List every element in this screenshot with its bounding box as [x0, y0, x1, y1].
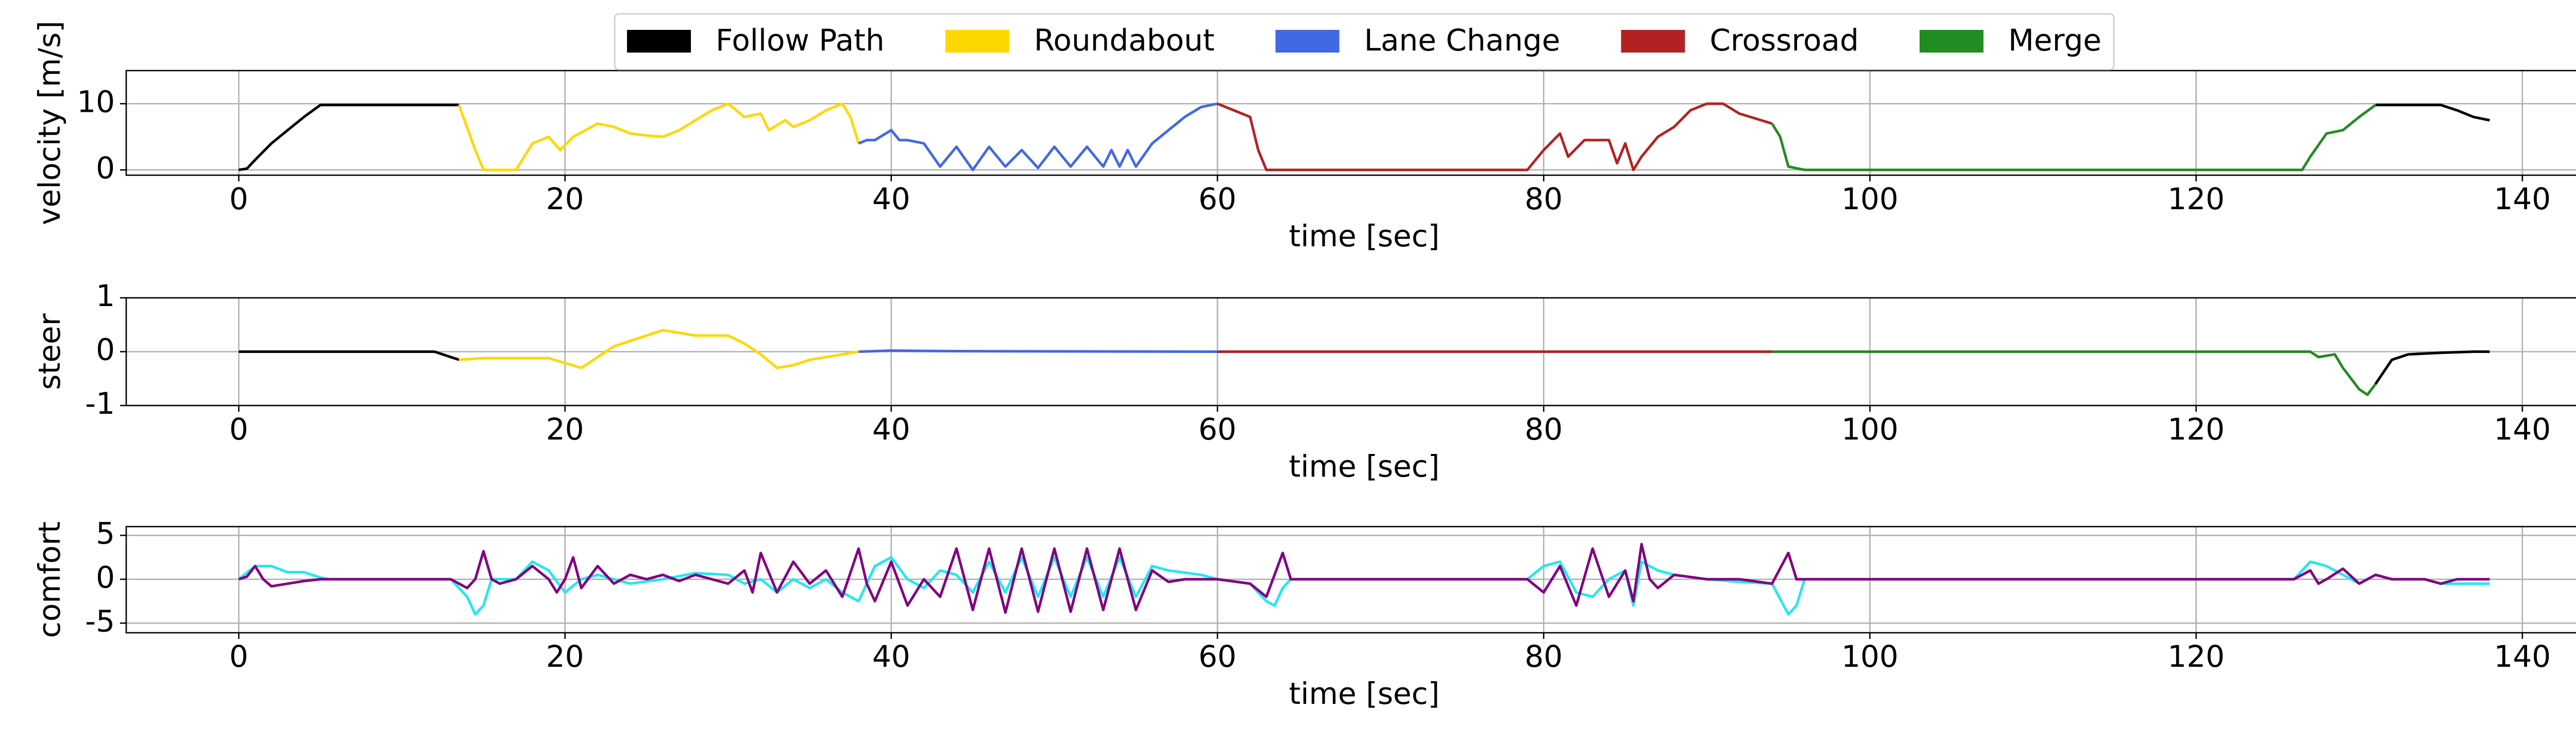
- plot-frame: [125, 70, 2576, 176]
- x-tick-label: 140: [2494, 181, 2551, 216]
- y-axis-label: velocity [m/s]: [32, 21, 67, 225]
- legend-swatch: [1919, 30, 1984, 53]
- x-tick-label: 100: [1841, 412, 1899, 447]
- y-tick-label: 10: [77, 84, 115, 119]
- x-tick-label: 100: [1841, 639, 1899, 674]
- x-tick-label: 20: [546, 412, 584, 447]
- series-line: [457, 102, 860, 172]
- series-line: [239, 350, 2490, 385]
- legend-label: Merge: [2008, 23, 2102, 58]
- y-tick-label: 1: [96, 278, 115, 313]
- legend-label: Lane Change: [1364, 23, 1561, 58]
- x-tick-label: 60: [1198, 639, 1236, 674]
- x-tick-label: 40: [872, 181, 910, 216]
- y-tick-label: -1: [85, 386, 115, 421]
- series-line: [239, 104, 2490, 172]
- series-line: [238, 543, 2490, 614]
- legend: Follow Path Roundabout Lane Change Crossroa…: [614, 13, 2115, 71]
- x-axis-label: time [sec]: [1289, 449, 1440, 484]
- legend-label: Roundabout: [1034, 23, 1215, 58]
- legend-box: [614, 13, 2115, 71]
- x-tick-label: 140: [2494, 412, 2551, 447]
- x-tick-label: 20: [546, 181, 584, 216]
- plot-frame: [125, 297, 2576, 407]
- x-tick-label: 120: [2167, 412, 2225, 447]
- legend-swatch: [945, 30, 1009, 53]
- x-axis-label: time [sec]: [1289, 676, 1440, 711]
- x-tick-label: 40: [872, 412, 910, 447]
- subplot: 0 20 40 60 80 100 120 140 0 10 time [sec] velocity …: [32, 21, 2576, 254]
- x-tick-label: 40: [872, 639, 910, 674]
- y-tick-label: 0: [96, 560, 115, 595]
- legend-swatch: [1275, 30, 1340, 53]
- subplot: 0 20 40 60 80 100 120 140 -1 0 1 time [sec] steer: [32, 278, 2576, 484]
- series-line: [459, 329, 859, 369]
- legend-label: Follow Path: [716, 23, 885, 58]
- x-tick-label: 120: [2167, 181, 2225, 216]
- legend-swatch: [627, 30, 691, 53]
- legend-label: Crossroad: [1709, 23, 1858, 58]
- y-axis-label: steer: [32, 313, 67, 390]
- x-tick-label: 20: [546, 639, 584, 674]
- x-tick-label: 0: [229, 639, 248, 674]
- x-tick-label: 140: [2494, 639, 2551, 674]
- y-tick-label: -5: [85, 603, 115, 638]
- series-line: [858, 102, 1218, 172]
- series-line: [1771, 104, 2377, 172]
- x-tick-label: 80: [1524, 639, 1563, 674]
- x-axis-label: time [sec]: [1289, 218, 1440, 254]
- subplot: 0 20 40 60 80 100 120 140 -5 0 5 time [sec] comfort: [32, 516, 2576, 711]
- x-tick-label: 120: [2167, 639, 2225, 674]
- y-tick-label: 0: [96, 332, 115, 367]
- x-tick-label: 80: [1524, 412, 1563, 447]
- y-tick-label: 5: [96, 516, 115, 551]
- y-tick-label: 0: [96, 150, 115, 185]
- x-tick-label: 100: [1841, 181, 1899, 216]
- series-line: [1217, 102, 1773, 172]
- series-line: [858, 349, 1218, 353]
- y-axis-label: comfort: [32, 521, 67, 638]
- x-tick-label: 0: [229, 181, 248, 216]
- x-tick-label: 60: [1198, 412, 1236, 447]
- x-tick-label: 0: [229, 412, 248, 447]
- x-tick-label: 60: [1198, 181, 1236, 216]
- x-tick-label: 80: [1524, 181, 1563, 216]
- plot-frame: [125, 526, 2576, 634]
- legend-swatch: [1621, 30, 1685, 53]
- series-line: [238, 556, 2490, 616]
- series-line: [1772, 350, 2377, 396]
